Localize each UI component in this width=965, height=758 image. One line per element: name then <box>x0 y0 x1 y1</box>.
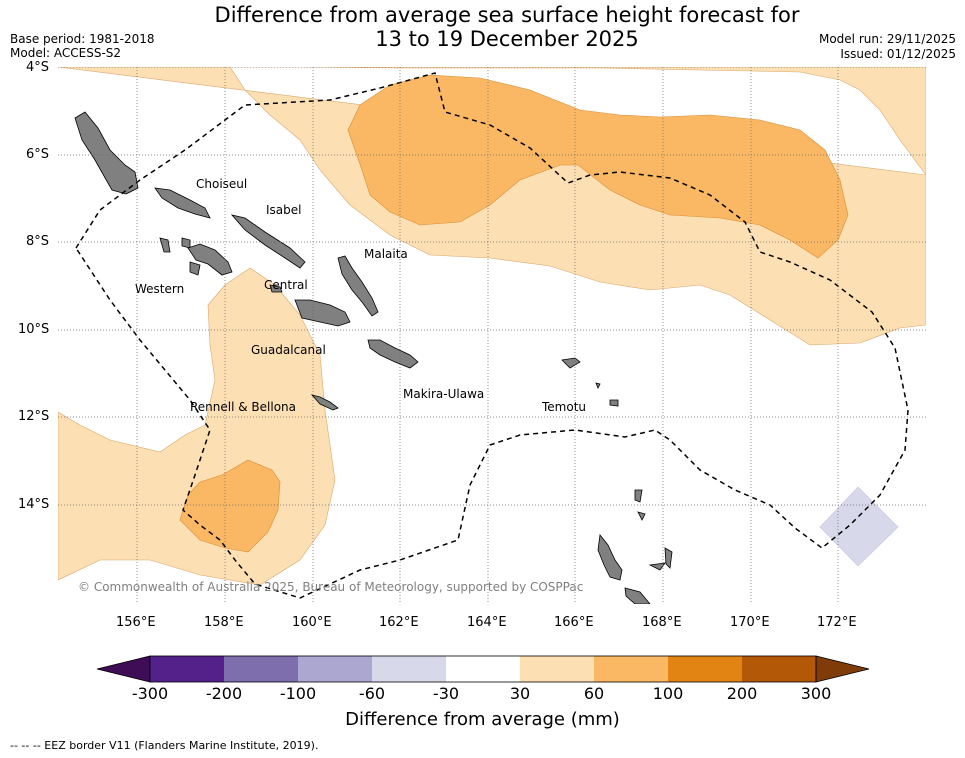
lat-label: 6°S <box>26 147 50 162</box>
colorbar-bin <box>224 656 298 682</box>
region-label-isabel: Isabel <box>266 203 302 217</box>
region-label-makira-ulawa: Makira-Ulawa <box>403 387 485 401</box>
colorbar-extend-low <box>96 655 151 683</box>
colorbar-bin <box>150 656 224 682</box>
chart-title-line2: 13 to 19 December 2025 <box>375 27 639 51</box>
model-text: Model: ACCESS-S2 <box>10 46 122 60</box>
model-run-text: Model run: 29/11/2025 <box>818 32 956 46</box>
colorbar-bin <box>668 656 742 682</box>
base-period-text: Base period: 1981-2018 <box>10 32 155 46</box>
lat-label: 8°S <box>26 234 50 249</box>
lat-label: 10°S <box>18 322 50 337</box>
issued-text: Issued: 01/12/2025 <box>840 47 956 61</box>
eez-legend-note: -- -- -- EEZ border V11 (Flanders Marine… <box>10 739 319 752</box>
colorbar-extend-high <box>815 655 870 683</box>
colorbar-title: Difference from average (mm) <box>345 709 620 730</box>
lon-label: 158°E <box>204 615 244 630</box>
lat-label: 4°S <box>26 60 50 75</box>
colorbar-tick-label: -100 <box>279 684 317 703</box>
region-label-western: Western <box>135 282 185 296</box>
copyright-notice: © Commonwealth of Australia 2025, Bureau… <box>78 580 584 594</box>
colorbar-bin <box>372 656 446 682</box>
colorbar-bin <box>520 656 594 682</box>
colorbar <box>96 655 870 683</box>
colorbar-tick-label: -60 <box>358 684 386 703</box>
colorbar-tick-label: 100 <box>652 684 684 703</box>
region-label-malaita: Malaita <box>364 247 408 261</box>
lon-label: 166°E <box>554 615 594 630</box>
island-land <box>74 111 673 604</box>
region-label-guadalcanal: Guadalcanal <box>251 343 326 357</box>
colorbar-tick-label: -200 <box>205 684 243 703</box>
lon-label: 168°E <box>642 615 682 630</box>
lon-label: 170°E <box>730 615 770 630</box>
anomaly-neg60-neg30 <box>819 486 899 567</box>
lat-label: 14°S <box>18 497 50 512</box>
lon-label: 162°E <box>379 615 419 630</box>
colorbar-bin <box>298 656 372 682</box>
colorbar-tick-label: 200 <box>726 684 758 703</box>
region-label-rennell-bellona: Rennell & Bellona <box>190 400 297 414</box>
colorbar-tick-label: 30 <box>509 684 531 703</box>
lon-label: 160°E <box>292 615 332 630</box>
graticule <box>58 67 926 604</box>
region-label-central: Central <box>264 278 308 292</box>
region-label-temotu: Temotu <box>542 400 587 414</box>
region-label-choiseul: Choiseul <box>196 177 248 191</box>
colorbar-tick-label: 60 <box>583 684 605 703</box>
colorbar-tick-label: 300 <box>800 684 832 703</box>
colorbar-tick-label: -300 <box>131 684 169 703</box>
colorbar-bin <box>446 656 520 682</box>
colorbar-tick-label: -30 <box>432 684 460 703</box>
eez-border <box>75 72 909 599</box>
lon-label: 156°E <box>116 615 156 630</box>
lon-label: 172°E <box>817 615 857 630</box>
lon-label: 164°E <box>467 615 507 630</box>
chart-title-line1: Difference from average sea surface heig… <box>214 3 800 27</box>
colorbar-bin <box>594 656 668 682</box>
colorbar-bin <box>742 656 816 682</box>
lat-label: 12°S <box>18 409 50 424</box>
